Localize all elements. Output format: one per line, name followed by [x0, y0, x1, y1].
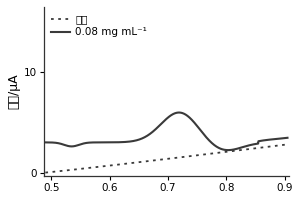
- 空白: [68, 169, 72, 171]
- 0.08 mg mL⁻¹: [210, 142, 214, 144]
- 0.08 mg mL⁻¹: [142, 137, 145, 139]
- 0.08 mg mL⁻¹: [237, 147, 241, 149]
- Line: 空白: 空白: [45, 144, 287, 173]
- 0.08 mg mL⁻¹: [233, 148, 236, 151]
- 空白: [44, 171, 47, 174]
- 空白: [142, 160, 145, 163]
- 0.08 mg mL⁻¹: [68, 145, 72, 148]
- 0.08 mg mL⁻¹: [150, 131, 154, 134]
- Line: 0.08 mg mL⁻¹: 0.08 mg mL⁻¹: [45, 113, 287, 150]
- Y-axis label: 电流/μA: 电流/μA: [7, 74, 20, 109]
- 空白: [210, 152, 213, 155]
- 0.08 mg mL⁻¹: [226, 149, 230, 151]
- 空白: [237, 149, 240, 152]
- 空白: [232, 150, 236, 152]
- 0.08 mg mL⁻¹: [44, 141, 47, 144]
- 0.08 mg mL⁻¹: [177, 111, 181, 114]
- 空白: [150, 159, 154, 162]
- 0.08 mg mL⁻¹: [286, 137, 289, 139]
- Legend: 空白, 0.08 mg mL⁻¹: 空白, 0.08 mg mL⁻¹: [50, 12, 149, 39]
- 空白: [286, 143, 289, 146]
